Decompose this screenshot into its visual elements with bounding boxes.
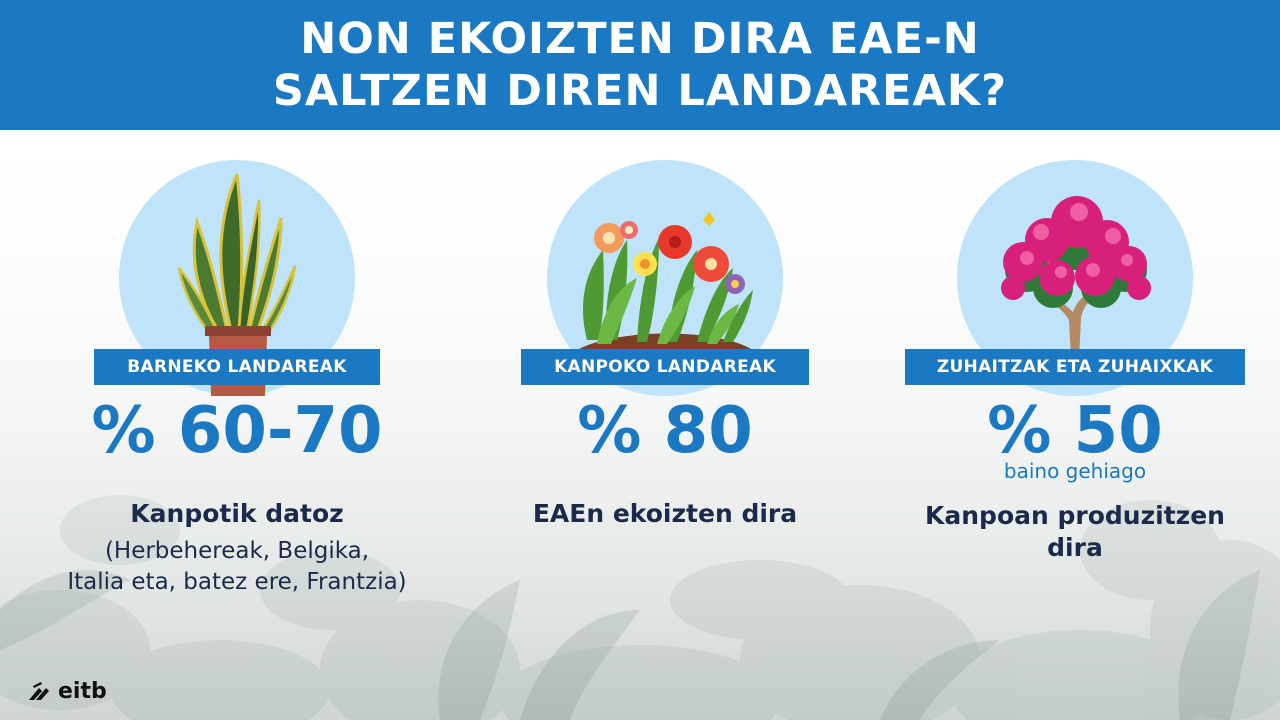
label-indoor-plants: BARNEKO LANDAREAK [94,349,380,385]
flowering-tree-icon [1001,196,1151,360]
description-indoor-line-2: Italia eta, batez ere, Frantzia) [67,569,407,595]
eitb-logo-text: eitb [58,679,107,704]
label-outdoor-plants: KANPOKO LANDAREAK [521,349,809,385]
column-trees-shrubs: ZUHAITZAK ETA ZUHAIXKAK % 50 baino gehia… [905,130,1245,610]
description-outdoor-bold: EAEn ekoizten dira [532,499,798,528]
percentage-trees-sublabel: baino gehiago [1003,459,1147,483]
description-indoor-line-1: (Herbehereak, Belgika, [104,538,370,564]
column-outdoor-plants: KANPOKO LANDAREAK % 80 EAEn ekoizten dir… [495,130,835,610]
header-banner: NON EKOIZTEN DIRA EAE-N SALTZEN DIREN LA… [0,0,1280,130]
percentage-trees: % 50 [987,394,1163,468]
page-title-line-1: NON EKOIZTEN DIRA EAE-N [300,14,980,64]
eitb-logo: eitb [27,679,107,704]
page-title-line-2: SALTZEN DIREN LANDAREAK? [272,66,1008,116]
eitb-logo-icon [29,681,49,700]
percentage-indoor: % 60-70 [91,394,383,468]
column-indoor-plants: BARNEKO LANDAREAK % 60-70 Kanpotik datoz… [67,130,407,610]
description-trees-bold-line-1: Kanpoan produzitzen [925,501,1225,530]
flower-bed-icon [577,212,753,350]
description-indoor-bold: Kanpotik datoz [130,499,344,528]
percentage-outdoor: % 80 [577,394,753,468]
description-trees-bold-line-2: dira [1047,533,1103,562]
label-trees-shrubs: ZUHAITZAK ETA ZUHAIXKAK [905,349,1245,385]
